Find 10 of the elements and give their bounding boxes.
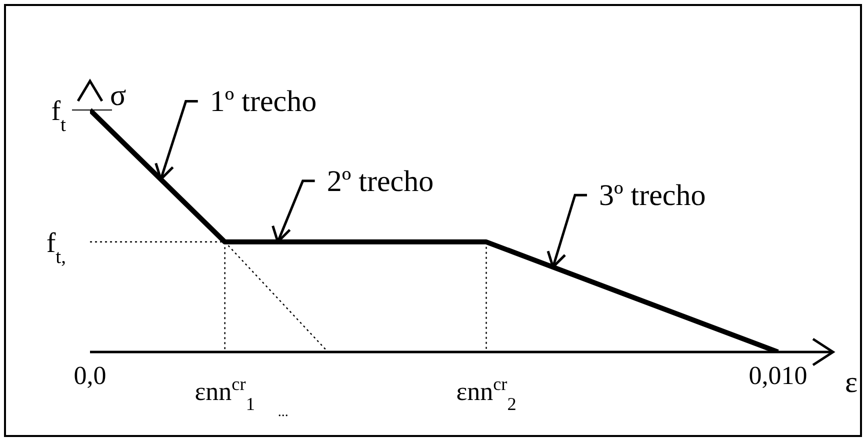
y-axis-title: σ bbox=[110, 79, 126, 112]
annotation: f$_{t}$ bbox=[51, 96, 67, 136]
text: ... bbox=[278, 405, 288, 420]
annotation: 1º trecho bbox=[210, 85, 317, 118]
annotation: f$_{t,}$ bbox=[46, 228, 66, 268]
annotation: 3º trecho bbox=[599, 179, 706, 212]
x-tick-label: 0,0 bbox=[74, 361, 106, 390]
x-tick-label: 0,010 bbox=[748, 361, 808, 390]
annotation: 2º trecho bbox=[326, 164, 434, 198]
x-axis-title: ε bbox=[845, 366, 858, 399]
